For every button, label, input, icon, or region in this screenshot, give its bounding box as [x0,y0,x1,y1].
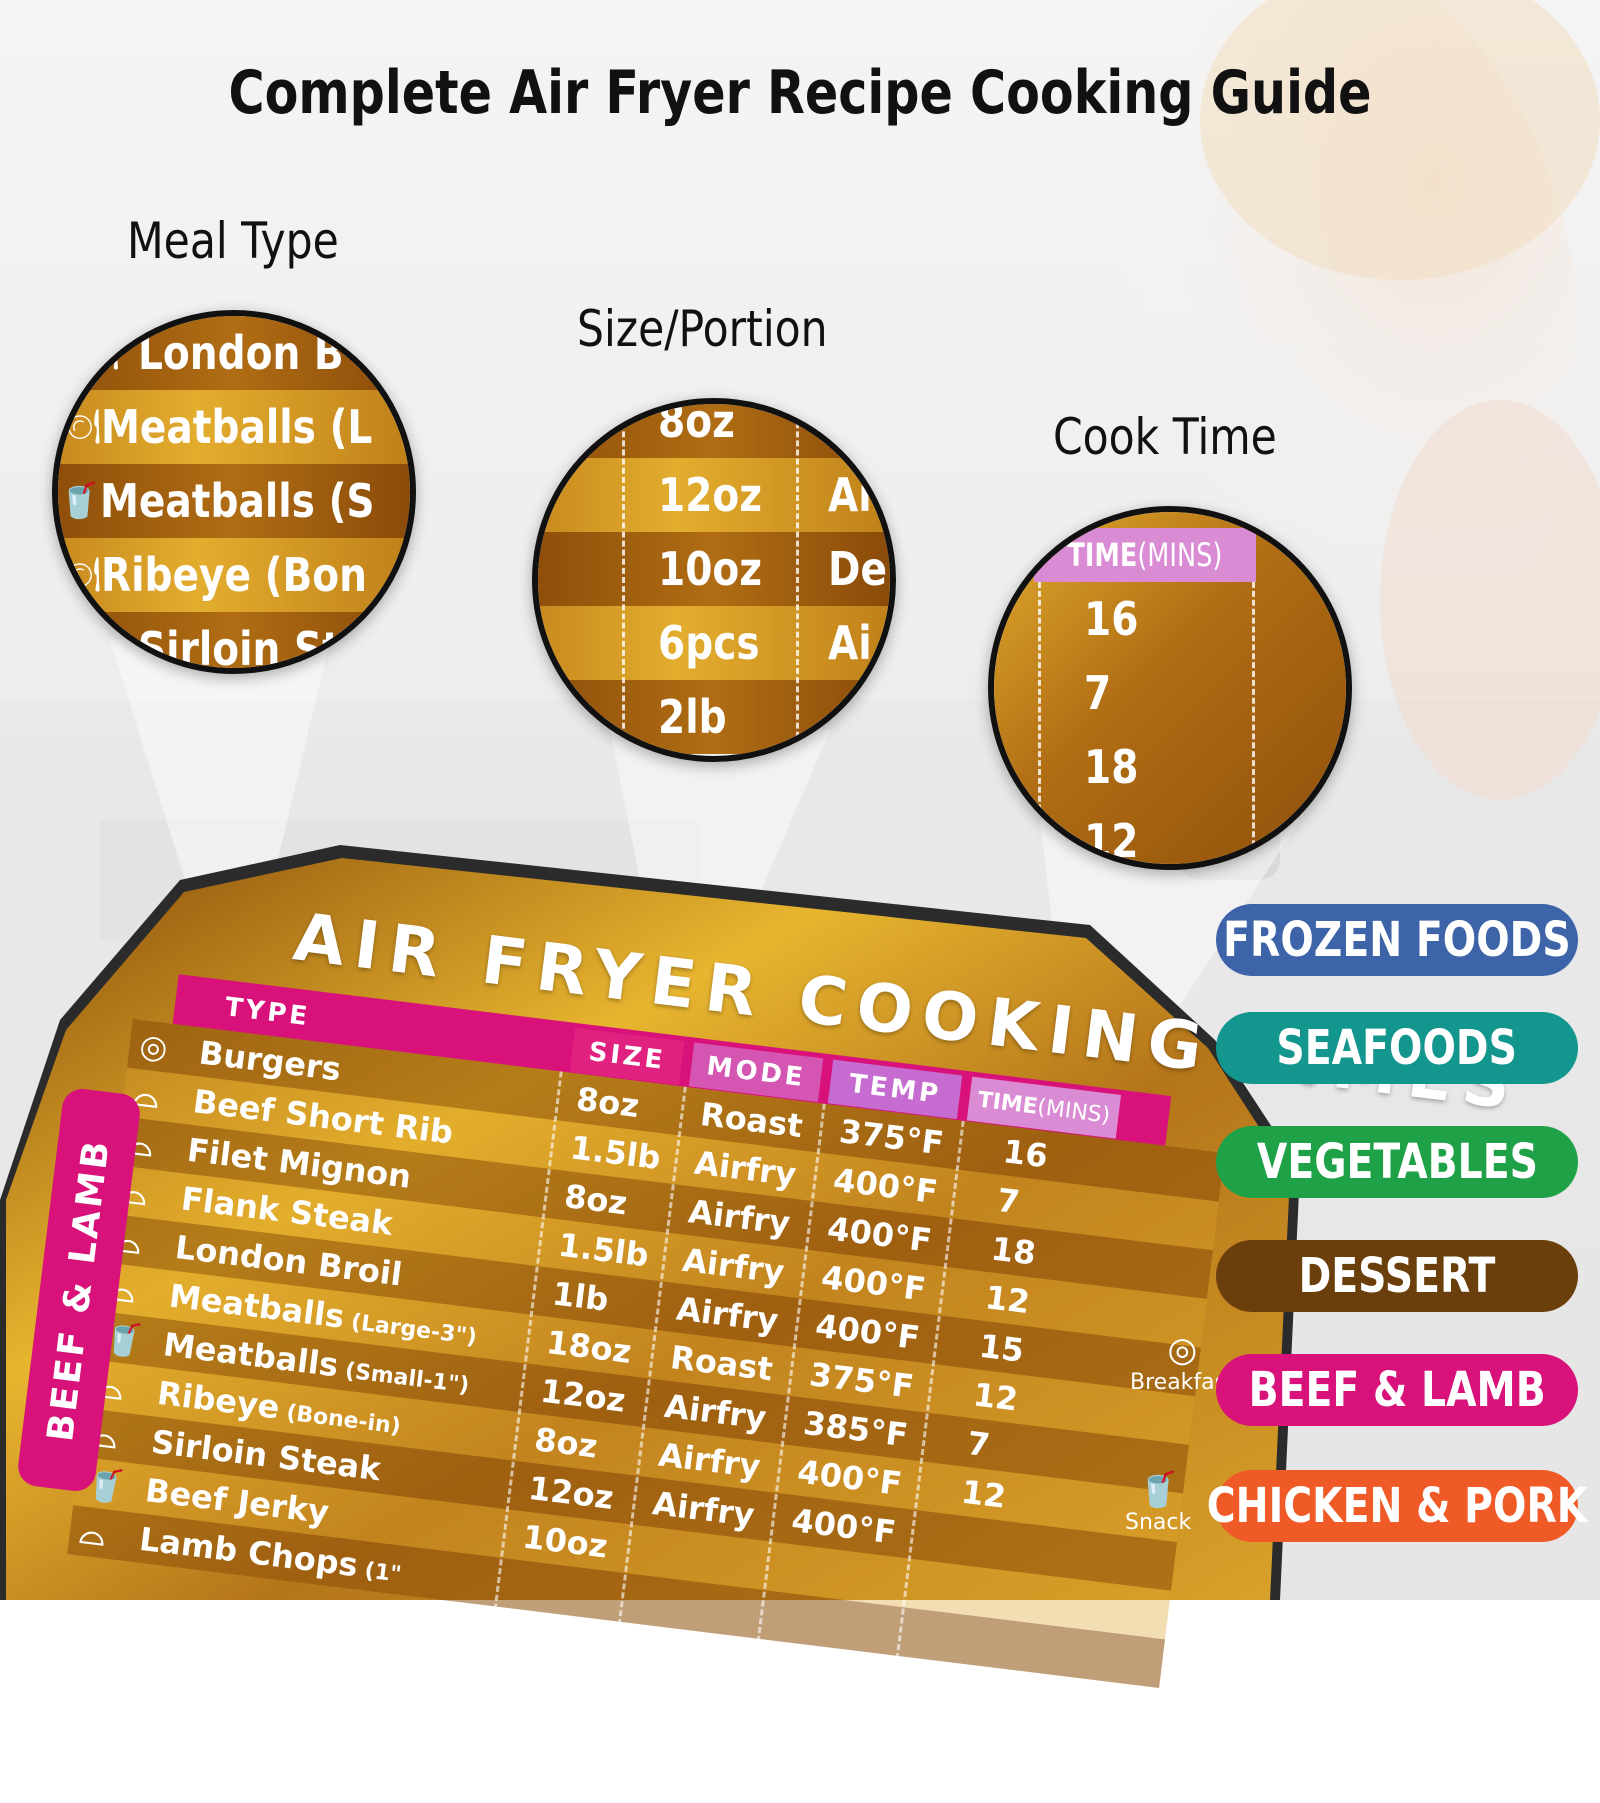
cell-size: 12oz [538,1371,628,1420]
cloche-icon: 🍽 [76,629,120,669]
cell-temp: 400°F [795,1452,904,1503]
cell-mode: Airfry [656,1435,763,1486]
cell-size: 10oz [520,1517,610,1566]
cell-size: 12oz [526,1468,616,1517]
size-portion-label: Size/Portion [577,300,828,358]
cell-temp: 400°F [825,1209,934,1260]
egg-icon: ◎ [137,1026,170,1068]
cell-mode: Airfry [686,1192,793,1243]
cloche-icon: 🍽 [58,555,102,595]
category-vegetables[interactable]: VEGETABLES [1216,1126,1578,1198]
egg-icon: ◎ [1167,1330,1198,1370]
category-chicken-pork[interactable]: CHICKEN & PORK [1207,1470,1587,1542]
cell-size: 18oz [544,1322,634,1372]
category-dessert[interactable]: DESSERT [1216,1240,1578,1312]
cell-temp: 400°F [819,1257,928,1309]
cell-mode: Airfry [680,1240,787,1292]
cell-mode: Airfry [692,1143,799,1194]
category-beef-lamb[interactable]: BEEF & LAMB [1216,1354,1578,1426]
meal-type-magnifier: 🍽 London B 🍽 Meatballs (L 🥤 Meatballs (S 🍽 R… [52,310,416,674]
cell-size: 1lb [550,1274,611,1319]
cell-temp: 375°F [837,1112,946,1163]
cell-time: 12 [983,1278,1032,1322]
cell-size: 8oz [532,1420,600,1466]
cell-mode: Roast [668,1338,775,1389]
cup-icon: 🥤 [58,481,101,521]
cloche-icon: 🍽 [76,333,120,373]
cup-icon: 🥤 [1136,1470,1180,1510]
cell-time: 7 [995,1180,1022,1222]
cell-size: 8oz [574,1079,642,1126]
page-title: Complete Air Fryer Recipe Cooking Guide [228,58,1372,128]
cell-size: 1.5lb [556,1225,651,1275]
cloche-icon: 🍽 [58,407,102,447]
cell-temp: 400°F [789,1501,898,1552]
cell-time: 7 [965,1423,992,1465]
category-seafoods[interactable]: SEAFOODS [1216,1012,1578,1084]
cell-time: 12 [959,1472,1009,1516]
cell-mode: Airfry [650,1484,757,1535]
time-header: TIME(MINS) [1034,528,1256,582]
cell-temp: 385°F [801,1403,910,1455]
cell-mode: Airfry [662,1386,769,1437]
cook-time-magnifier: TIME(MINS) 16 7 18 12 [988,506,1352,870]
cell-temp: 375°F [807,1355,916,1406]
size-portion-magnifier: 8oz 12oz Ai 10oz De 6pcs Ai 2lb [532,398,896,762]
cell-size: 1.5lb [568,1128,663,1178]
cell-temp: 400°F [813,1306,922,1358]
cell-mode: Roast [698,1094,805,1146]
meal-type-label: Meal Type [127,212,339,270]
cell-size: 8oz [562,1177,630,1223]
cell-mode: Airfry [674,1289,781,1340]
cell-time: 16 [1001,1132,1050,1176]
snack-legend: 🥤 Snack [1125,1470,1192,1535]
cook-time-label: Cook Time [1053,408,1277,466]
cell-time: 12 [971,1375,1020,1419]
cloche-icon: ⌓ [77,1512,108,1554]
cell-temp: 400°F [831,1160,940,1212]
category-frozen-foods[interactable]: FROZEN FOODS [1216,904,1578,976]
cell-time: 18 [989,1229,1038,1273]
cooking-times-table: AIR FRYER COOKING TIMES TYPE SIZE MODE T… [57,880,1525,1774]
cell-time: 15 [977,1326,1026,1370]
